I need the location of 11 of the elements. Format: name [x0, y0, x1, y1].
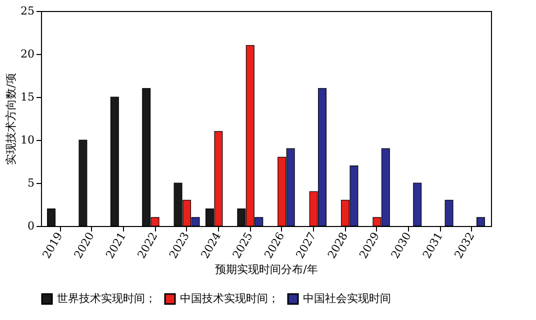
y-tick-label: 0: [28, 220, 34, 232]
y-tick-label: 20: [20, 48, 34, 60]
x-axis-title: 预期实现时间分布/年: [215, 263, 318, 276]
legend-label: 世界技术实现时间；: [57, 292, 156, 305]
y-tick-label: 10: [20, 134, 34, 146]
y-axis-title: 实现技术方向数/项: [4, 73, 18, 165]
y-tick-label: 15: [20, 90, 34, 104]
y-tick-label: 25: [20, 4, 34, 18]
legend-label: 中国社会实现时间: [303, 292, 391, 305]
y-tick-label: 5: [28, 176, 34, 190]
legend-label: 中国技术实现时间；: [180, 292, 279, 305]
